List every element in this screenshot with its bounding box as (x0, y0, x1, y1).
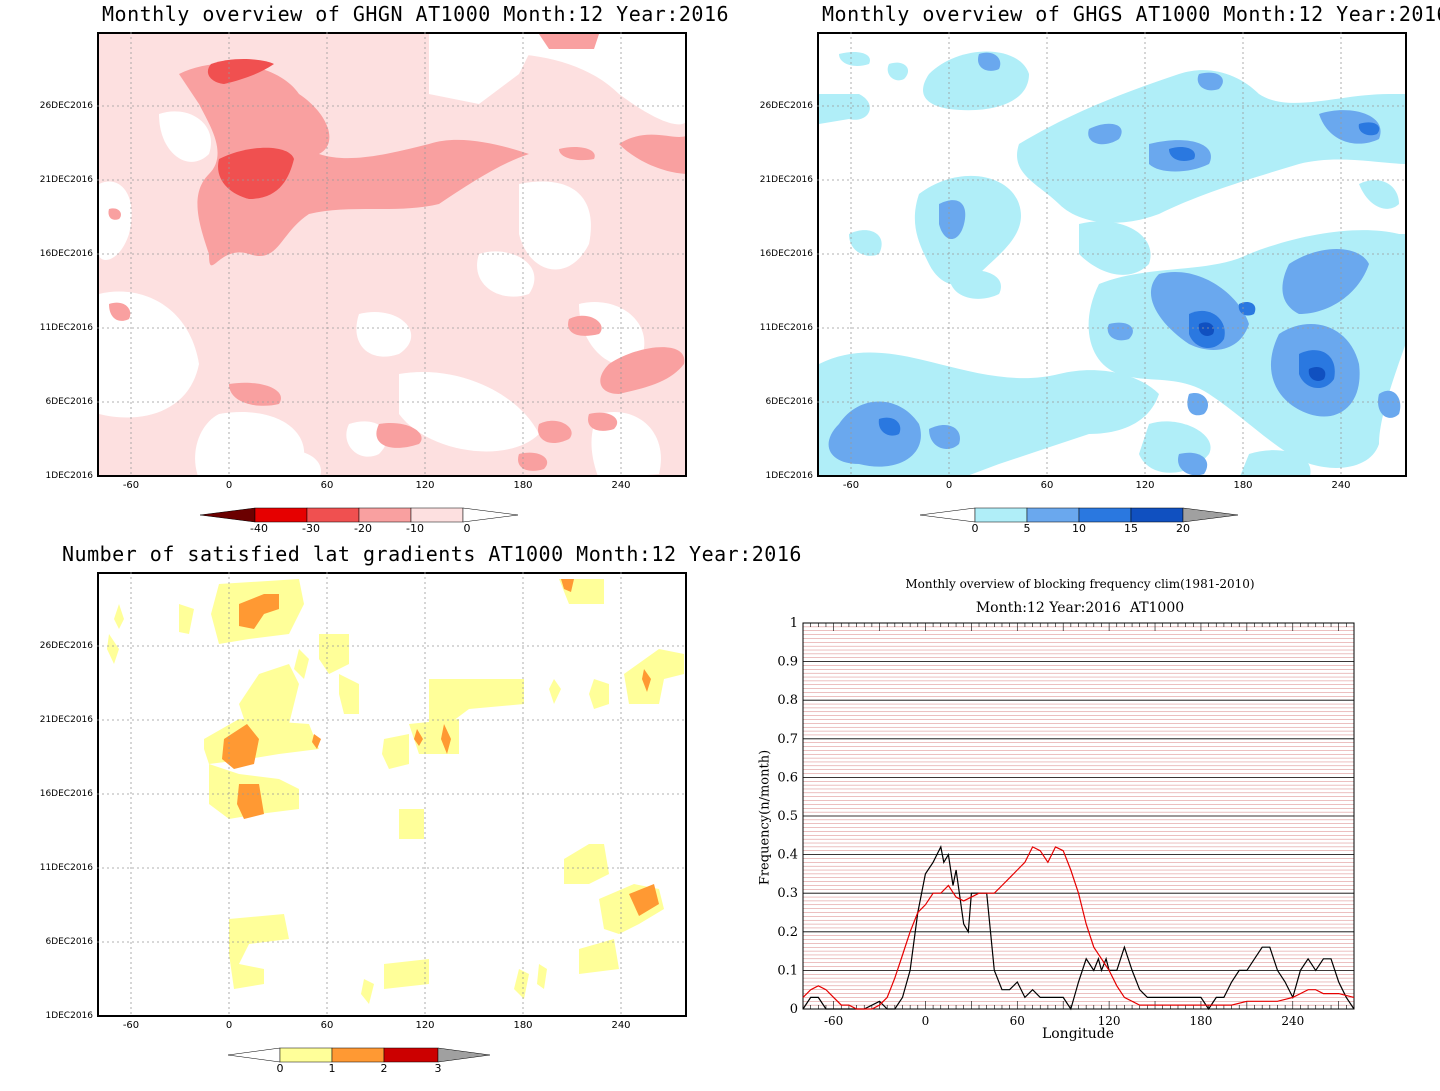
line-chart-xlabel: Longitude (1041, 1026, 1115, 1042)
y-tick-label: 0.3 (777, 886, 798, 901)
ghgn-ytick: 16DEC2016 (39, 249, 93, 259)
y-tick-label: 0 (790, 1002, 798, 1017)
ghgn-xtick: 240 (611, 480, 631, 491)
ghgn-gridlines (97, 32, 687, 477)
ghgs-gridlines (817, 32, 1407, 477)
ghgn-xtick: 0 (225, 480, 233, 491)
ghgn-colorbar-label: -40 (250, 522, 268, 535)
y-tick-label: 0.4 (777, 848, 798, 863)
gradients-xtick: -60 (122, 1020, 140, 1031)
y-tick-label: 0.5 (777, 809, 798, 824)
x-tick-label: -60 (824, 1014, 843, 1028)
ghgn-colorbar-label: -10 (406, 522, 424, 535)
ghgn-ytick: 26DEC2016 (39, 101, 93, 111)
line-chart: 0 0.1 0.2 0.3 0.4 0.5 0.6 0.7 0.8 0.9 1 -60 0 60 120 18… (777, 616, 1355, 1028)
y-tick-label: 0.8 (777, 693, 798, 708)
gradients-colorbar-label: 0 (276, 1062, 284, 1075)
gradients-xtick: 60 (320, 1020, 334, 1031)
ghgs-colorbar-label: 5 (1023, 522, 1031, 535)
gradients-contours (107, 579, 684, 1004)
line-chart-title: Monthly overview of blocking frequency c… (905, 577, 1255, 591)
ghgn-xtick: 180 (513, 480, 533, 491)
gradients-colorbar-label: 2 (380, 1062, 388, 1075)
ghgs-ytick: 6DEC2016 (765, 397, 813, 407)
ghgs-colorbar-label: 20 (1176, 522, 1190, 535)
ghgs-ytick: 11DEC2016 (759, 323, 813, 333)
gradients-xtick: 180 (513, 1020, 533, 1031)
ghgn-ytick: 6DEC2016 (45, 397, 93, 407)
ghgs-title: Monthly overview of GHGS AT1000 Month:12… (822, 2, 1440, 26)
gradients-xtick: 240 (611, 1020, 631, 1031)
gradients-colorbar-label: 3 (434, 1062, 442, 1075)
y-tick-label: 0.6 (777, 770, 798, 785)
gradients-ytick: 16DEC2016 (39, 789, 93, 799)
x-tick-label: 180 (1189, 1014, 1212, 1028)
gradients-gridlines (97, 572, 687, 1017)
ghgn-contours (99, 34, 685, 475)
plot-frame (802, 622, 1355, 1010)
ghgs-ytick: 1DEC2016 (765, 471, 813, 481)
ghgn-xtick: 120 (415, 480, 435, 491)
ghgs-xtick: 240 (1331, 480, 1351, 491)
x-tick-label: 0 (922, 1014, 930, 1028)
gradients-ytick: 21DEC2016 (39, 715, 93, 725)
series-line-1 (802, 846, 1355, 1010)
x-tick-label: 60 (1010, 1014, 1025, 1028)
gradients-colorbar (227, 1047, 491, 1063)
ghgn-colorbar-label: -30 (302, 522, 320, 535)
ghgs-xtick: 180 (1233, 480, 1253, 491)
ghgn-xtick: 60 (320, 480, 334, 491)
ghgs-ytick: 16DEC2016 (759, 249, 813, 259)
gradients-ytick: 1DEC2016 (45, 1011, 93, 1021)
gradients-ytick: 26DEC2016 (39, 641, 93, 651)
y-tick-label: 0.2 (777, 925, 798, 940)
gradients-plot-area (97, 572, 687, 1017)
ghgs-colorbar-label: 0 (971, 522, 979, 535)
y-tick-label: 0.1 (777, 963, 798, 978)
y-tick-label: 0.9 (777, 655, 798, 670)
ghgs-colorbar-label: 10 (1072, 522, 1086, 535)
ghgs-xtick: 60 (1040, 480, 1054, 491)
ghgn-ytick: 21DEC2016 (39, 175, 93, 185)
gradients-xtick: 0 (225, 1020, 233, 1031)
gradients-ytick: 6DEC2016 (45, 937, 93, 947)
ghgs-ytick: 21DEC2016 (759, 175, 813, 185)
ghgs-xtick: 120 (1135, 480, 1155, 491)
gradients-title: Number of satisfied lat gradients AT1000… (62, 542, 802, 566)
series-line-0 (802, 845, 1355, 1011)
ghgn-ytick: 1DEC2016 (45, 471, 93, 481)
y-tick-label: 1 (790, 616, 798, 631)
gradients-xtick: 120 (415, 1020, 435, 1031)
x-tick-label: 240 (1281, 1014, 1304, 1028)
ghgs-ytick: 26DEC2016 (759, 101, 813, 111)
gradients-colorbar-label: 1 (328, 1062, 336, 1075)
ghgn-colorbar-label: -20 (354, 522, 372, 535)
ghgn-title: Monthly overview of GHGN AT1000 Month:12… (102, 2, 730, 26)
ghgn-colorbar (199, 507, 519, 523)
ghgs-contours (819, 51, 1405, 475)
x-tick-label: 120 (1098, 1014, 1121, 1028)
ghgs-colorbar (919, 507, 1239, 523)
line-chart-subtitle: Month:12 Year:2016 AT1000 (975, 600, 1185, 616)
ghgs-xtick: -60 (842, 480, 860, 491)
y-tick-label: 0.7 (777, 732, 798, 747)
ghgn-xtick: -60 (122, 480, 140, 491)
ghgn-colorbar-label: 0 (463, 522, 471, 535)
ghgn-ytick: 11DEC2016 (39, 323, 93, 333)
ghgs-colorbar-label: 15 (1124, 522, 1138, 535)
gradients-ytick: 11DEC2016 (39, 863, 93, 873)
ghgs-xtick: 0 (945, 480, 953, 491)
